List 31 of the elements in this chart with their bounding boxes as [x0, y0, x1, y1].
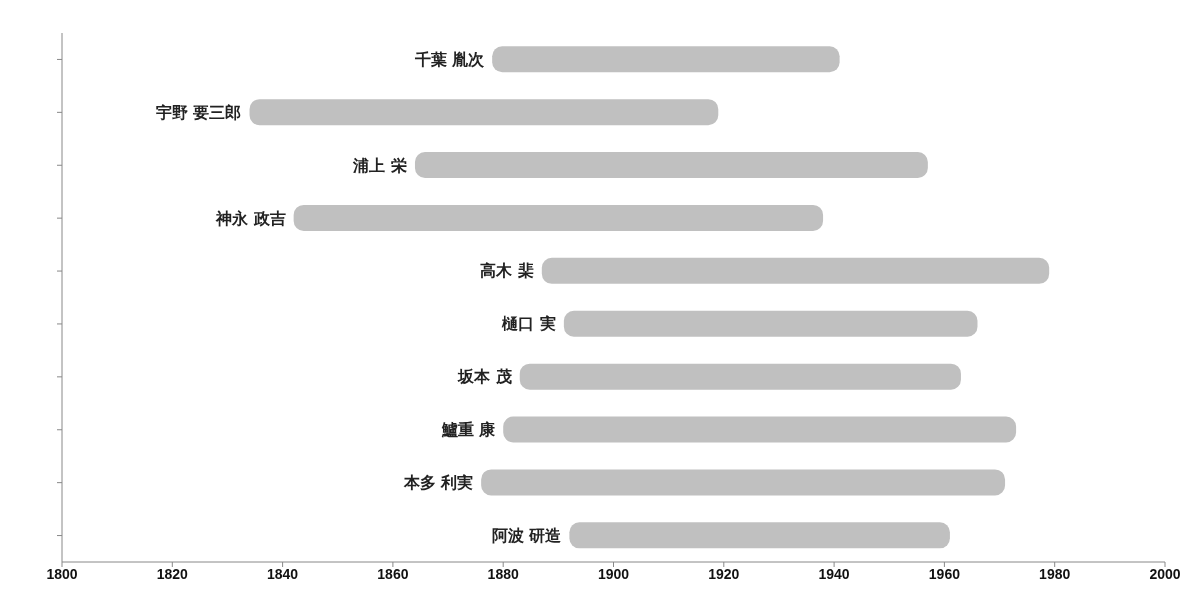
- bar: [481, 469, 1006, 496]
- y-tick-label: 宇野 要三郎: [155, 102, 242, 122]
- y-tick-label: 高木 棐: [480, 261, 534, 281]
- x-tick-label: 1820: [156, 565, 189, 582]
- x-tick-label: 1980: [1039, 565, 1071, 582]
- x-tick-label: 1940: [818, 565, 850, 582]
- x-tick-label: 1860: [377, 565, 409, 582]
- x-tick-label: 1880: [487, 565, 519, 582]
- bar: [569, 522, 950, 549]
- bar: [541, 257, 1050, 284]
- y-tick-label: 坂本 茂: [457, 367, 512, 387]
- x-tick-label: 1960: [928, 565, 961, 582]
- bar: [414, 152, 928, 179]
- bar: [563, 310, 978, 337]
- bar: [249, 99, 719, 126]
- bar: [519, 363, 961, 390]
- bar: [503, 416, 1017, 443]
- x-tick-label: 1900: [597, 565, 630, 582]
- x-tick-label: 1800: [46, 565, 78, 582]
- y-tick-label: 阿波 研造: [491, 525, 563, 545]
- y-tick-label: 浦上 栄: [352, 155, 407, 175]
- x-tick-label: 2000: [1149, 565, 1181, 582]
- y-tick-label: 千葉 胤次: [413, 49, 486, 69]
- x-tick-label: 1920: [708, 565, 740, 582]
- y-tick-label: 鱸重 康: [440, 420, 497, 440]
- y-tick-label: 樋口 実: [501, 314, 556, 334]
- bar: [293, 204, 824, 231]
- y-tick-label: 本多 利実: [402, 473, 474, 493]
- bar: [492, 46, 840, 73]
- x-tick-label: 1840: [267, 565, 299, 582]
- y-tick-label: 神永 政吉: [215, 208, 286, 228]
